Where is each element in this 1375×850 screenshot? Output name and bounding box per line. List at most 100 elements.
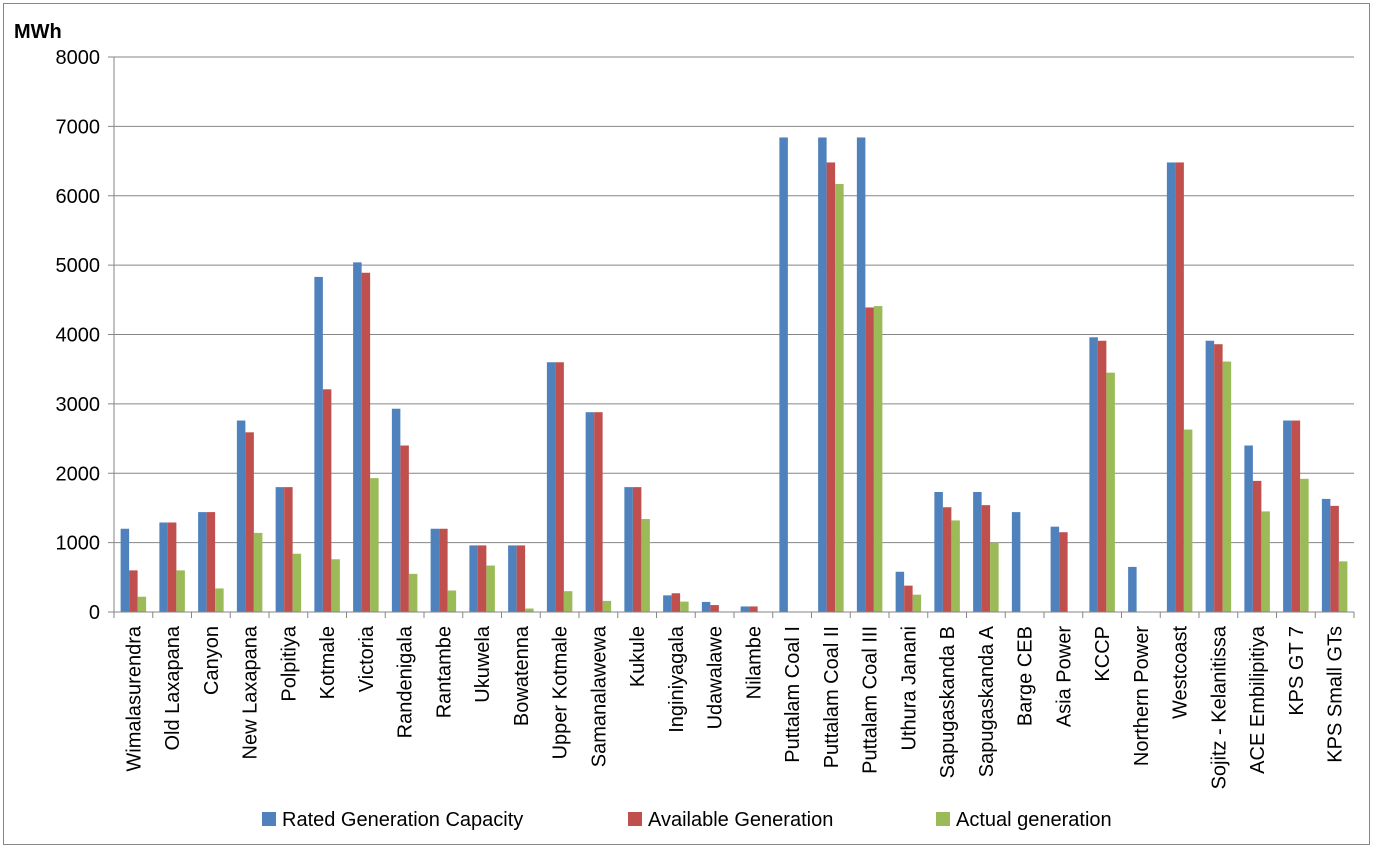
bar xyxy=(826,162,836,612)
x-tick-label: Northern Power xyxy=(1131,626,1153,766)
bar xyxy=(1214,344,1223,612)
y-axis-label: MWh xyxy=(14,21,62,43)
bar xyxy=(602,600,612,612)
x-tick-label: KPS GT 7 xyxy=(1286,626,1308,716)
bar xyxy=(856,137,866,612)
bar xyxy=(1300,478,1309,612)
y-tick-label: 3000 xyxy=(56,394,101,416)
bar xyxy=(585,412,595,612)
bar xyxy=(167,522,177,612)
x-tick-label: Old Laxapana xyxy=(162,625,184,750)
legend-swatch xyxy=(936,812,950,826)
x-tick-label: Sapugaskanda B xyxy=(937,626,959,778)
x-tick-label: Puttalam Coal II xyxy=(821,626,843,768)
bar xyxy=(663,595,672,612)
bar xyxy=(912,594,922,612)
bar xyxy=(1175,162,1184,612)
legend-label: Actual generation xyxy=(956,809,1112,831)
bar xyxy=(779,137,788,612)
bar xyxy=(942,507,952,612)
bar xyxy=(361,272,371,612)
x-tick-label: Polpitiya xyxy=(278,625,300,701)
bar xyxy=(137,596,147,612)
bar xyxy=(1097,340,1107,612)
x-tick-label: Barge CEB xyxy=(1015,626,1037,726)
x-tick-label: Inginiyagala xyxy=(666,625,688,733)
bars xyxy=(120,137,1348,613)
bar xyxy=(215,588,224,612)
bar xyxy=(322,389,332,612)
bar xyxy=(904,585,913,612)
y-tick-label: 1000 xyxy=(56,533,101,555)
bar xyxy=(486,565,495,612)
x-tick-label: Bowatenna xyxy=(511,625,533,726)
bar xyxy=(951,520,960,612)
y-tick-label: 8000 xyxy=(56,47,101,69)
x-tick-label: Nilambe xyxy=(743,626,765,699)
x-tick-label: Kotmale xyxy=(317,626,339,699)
bar xyxy=(1106,372,1115,612)
x-tick-label: ACE Embilipitiya xyxy=(1247,625,1269,774)
bar xyxy=(516,545,526,612)
legend: Rated Generation Capacity Available Gener… xyxy=(262,809,1112,831)
x-tick-label: Westcoast xyxy=(1170,626,1192,719)
bar xyxy=(740,606,750,612)
x-tick-label: Uthura Janani xyxy=(898,626,920,751)
x-tick-label: Sapugaskanda A xyxy=(976,625,998,777)
bar xyxy=(120,528,130,612)
bar xyxy=(198,512,207,612)
bar xyxy=(1089,337,1098,612)
bar xyxy=(1128,566,1137,612)
axes xyxy=(113,57,1355,618)
bar xyxy=(430,528,440,612)
bar xyxy=(973,491,982,612)
bar xyxy=(1011,512,1021,612)
bar xyxy=(934,491,943,612)
bar xyxy=(400,445,409,612)
bar xyxy=(1321,498,1331,612)
bar xyxy=(1283,420,1292,612)
bar xyxy=(895,571,905,612)
bar xyxy=(314,276,323,612)
bar xyxy=(990,542,999,612)
bar xyxy=(370,478,379,612)
y-tick-labels: 0 1000 2000 3000 4000 5000 6000 7000 8000 xyxy=(56,47,101,624)
bar xyxy=(1252,480,1262,612)
bar xyxy=(292,553,302,612)
x-tick-label: Ukuwela xyxy=(472,625,494,703)
x-tick-label: Sojitz - Kelanitissa xyxy=(1208,625,1230,789)
y-tick-label: 2000 xyxy=(56,463,101,485)
x-tick-label: Wimalasurendra xyxy=(123,625,145,771)
x-tick-label: Udawalawe xyxy=(705,626,727,729)
x-tick-label: Asia Power xyxy=(1053,626,1075,727)
legend-label: Rated Generation Capacity xyxy=(282,809,523,831)
bar xyxy=(331,559,340,612)
bar xyxy=(873,306,883,612)
bar xyxy=(253,532,263,612)
bar xyxy=(710,605,719,612)
x-tick-label: Samanalawewa xyxy=(588,625,610,767)
bar xyxy=(408,573,418,612)
bar xyxy=(353,262,362,612)
bar xyxy=(275,487,285,612)
bar xyxy=(508,545,517,612)
bar xyxy=(594,412,603,612)
y-tick-label: 0 xyxy=(89,602,100,624)
bar xyxy=(439,528,448,612)
bar xyxy=(555,362,564,612)
bar xyxy=(1050,526,1060,612)
bar xyxy=(701,601,711,612)
y-tick-label: 4000 xyxy=(56,325,101,347)
bar xyxy=(624,487,633,612)
bar xyxy=(1261,511,1270,612)
x-tick-label: Kukule xyxy=(627,626,649,687)
bar xyxy=(835,183,844,613)
x-tick-label: KPS Small GTs xyxy=(1325,626,1347,763)
x-tick-label: KCCP xyxy=(1092,626,1114,682)
x-tick-label: Canyon xyxy=(201,626,223,695)
bar xyxy=(1244,445,1253,612)
bar xyxy=(818,137,827,612)
x-tick-label: New Laxapana xyxy=(240,625,262,759)
legend-swatch xyxy=(628,812,642,826)
bar xyxy=(981,505,991,612)
